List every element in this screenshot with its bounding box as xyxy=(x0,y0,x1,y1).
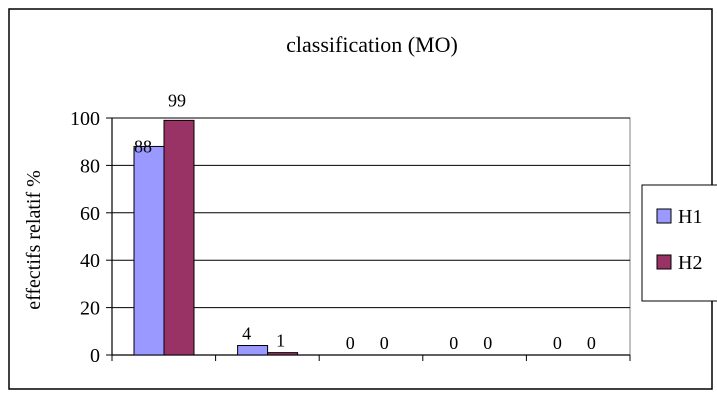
data-label: 99 xyxy=(168,90,186,110)
data-label: 0 xyxy=(483,333,492,353)
y-tick-label: 60 xyxy=(80,203,100,225)
data-label: 0 xyxy=(553,333,562,353)
legend: H1 H2 xyxy=(641,184,717,302)
y-tick-label: 80 xyxy=(80,155,100,177)
legend-box xyxy=(641,184,717,302)
data-label: 1 xyxy=(276,331,285,351)
legend-label: H1 xyxy=(678,206,702,228)
y-tick-label: 40 xyxy=(80,250,100,272)
y-tick-label: 20 xyxy=(80,298,100,320)
y-tick-label: 100 xyxy=(70,108,100,130)
chart-title: classification (MO) xyxy=(286,32,458,57)
legend-label: H2 xyxy=(678,252,702,274)
data-label: 0 xyxy=(449,333,458,353)
legend-swatch-h2 xyxy=(656,254,672,270)
bar-h2 xyxy=(163,119,195,356)
bar-h1 xyxy=(133,145,165,356)
bar-h2 xyxy=(267,352,299,356)
data-label: 0 xyxy=(587,333,596,353)
plot-background xyxy=(111,117,631,356)
legend-swatch-h1 xyxy=(656,208,672,224)
data-label: 0 xyxy=(346,333,355,353)
y-axis-label: effectifs relatif % xyxy=(23,170,45,310)
data-label: 88 xyxy=(134,136,152,156)
bar-h1 xyxy=(237,345,269,356)
data-label: 4 xyxy=(242,324,251,344)
y-tick-label: 0 xyxy=(90,345,100,367)
data-label: 0 xyxy=(380,333,389,353)
